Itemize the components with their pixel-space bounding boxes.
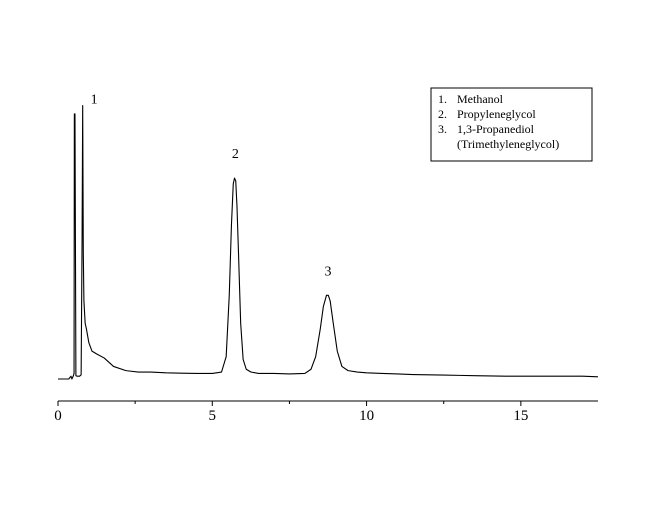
x-tick-label-15: 15 [513, 408, 528, 424]
signal-trace [58, 105, 599, 380]
legend-number-3: 3. [438, 122, 447, 136]
legend-number-1: 1. [438, 92, 447, 106]
peak-labels: 1 2 3 [91, 93, 332, 280]
legend-box [430, 87, 593, 162]
peak-label-2: 2 [232, 147, 239, 162]
legend-entry-2: Propyleneglycol [457, 107, 536, 121]
x-axis-ticks [57, 401, 522, 406]
legend: 1. Methanol 2. Propyleneglycol 3. 1,3-Propane… [430, 87, 593, 162]
legend-entry-3: 1,3-Propanediol [457, 122, 535, 136]
legend-entry-1: Methanol [457, 92, 504, 106]
peak-label-1: 1 [91, 93, 98, 108]
peak-label-3: 3 [325, 264, 332, 279]
x-tick-label-0: 0 [54, 408, 62, 424]
legend-entry-3-line-2: (Trimethyleneglycol) [457, 137, 559, 151]
x-tick-label-10: 10 [359, 408, 374, 424]
x-tick-label-5: 5 [209, 408, 217, 424]
legend-number-2: 2. [438, 107, 447, 121]
x-axis-tick-labels: 0 5 10 15 [54, 408, 528, 424]
